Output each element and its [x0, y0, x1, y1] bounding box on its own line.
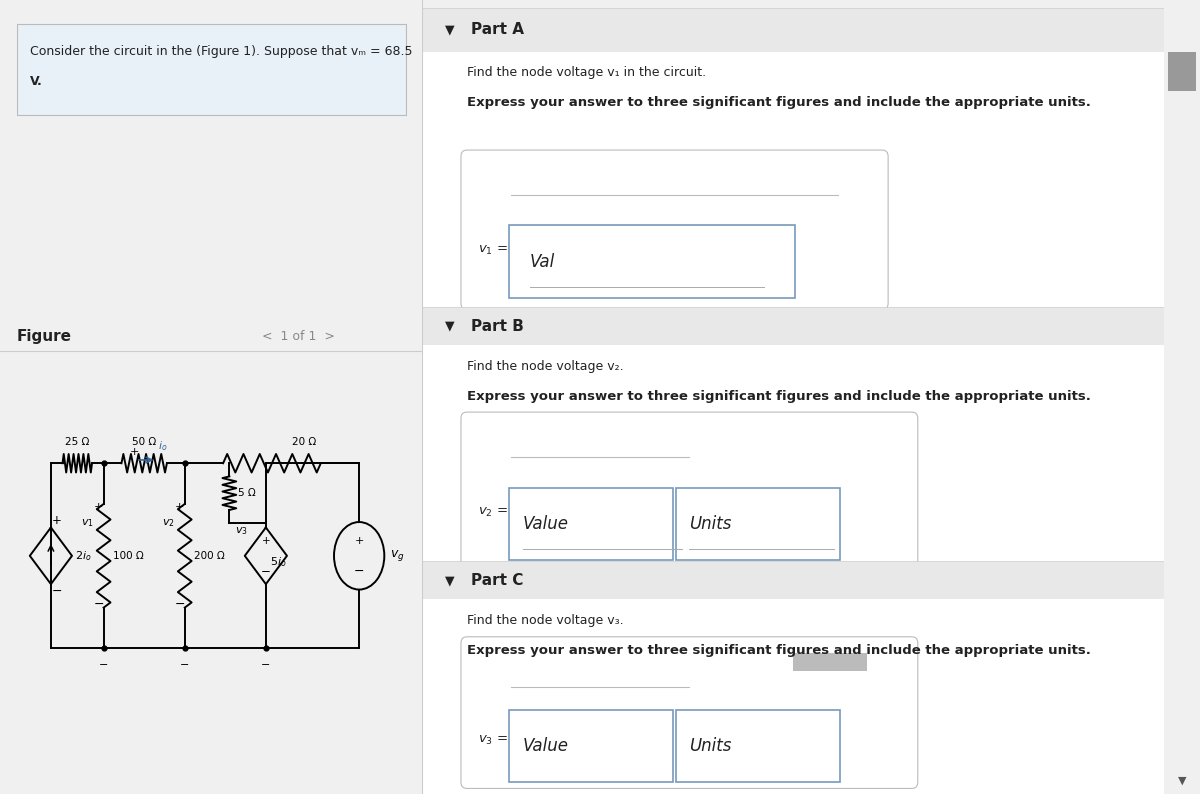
Text: 50 Ω: 50 Ω	[132, 437, 156, 447]
Text: $2i_o$: $2i_o$	[76, 549, 91, 563]
Text: 100 Ω: 100 Ω	[113, 551, 143, 561]
Bar	[422, 52, 1164, 318]
Text: −: −	[98, 661, 108, 670]
Text: Value: Value	[522, 738, 569, 755]
Text: 20 Ω: 20 Ω	[293, 437, 317, 447]
Text: ▼: ▼	[445, 23, 455, 37]
Text: Units: Units	[689, 738, 732, 755]
FancyBboxPatch shape	[509, 710, 673, 782]
Bar	[422, 307, 1164, 345]
Text: Part B: Part B	[470, 319, 523, 333]
Text: Express your answer to three significant figures and include the appropriate uni: Express your answer to three significant…	[467, 390, 1091, 403]
Text: $v_2$ =: $v_2$ =	[478, 506, 508, 518]
Text: Consider the circuit in the (Figure 1). Suppose that vₘ = 68.5: Consider the circuit in the (Figure 1). …	[30, 45, 412, 58]
Text: −: −	[52, 584, 62, 598]
Text: −: −	[260, 565, 271, 577]
Text: +: +	[354, 536, 364, 545]
Text: $v_1$ =: $v_1$ =	[478, 244, 508, 256]
FancyBboxPatch shape	[17, 24, 406, 115]
Text: +: +	[130, 447, 139, 457]
Text: Find the node voltage v₂.: Find the node voltage v₂.	[467, 360, 624, 372]
Text: ▼: ▼	[445, 574, 455, 587]
Text: $v_3$: $v_3$	[235, 526, 248, 538]
Text: $v_1$: $v_1$	[80, 517, 94, 529]
FancyBboxPatch shape	[461, 150, 888, 310]
Text: ▼: ▼	[1177, 776, 1187, 786]
Text: 5 Ω: 5 Ω	[239, 488, 256, 498]
Text: −: −	[262, 661, 270, 670]
Text: $v_g$: $v_g$	[390, 549, 404, 563]
Bar	[793, 653, 868, 671]
FancyBboxPatch shape	[676, 710, 840, 782]
Bar	[422, 561, 1164, 599]
FancyBboxPatch shape	[461, 412, 918, 572]
Text: Express your answer to three significant figures and include the appropriate uni: Express your answer to three significant…	[467, 96, 1091, 109]
Text: ▼: ▼	[445, 320, 455, 333]
Text: +: +	[94, 502, 103, 512]
Bar	[422, 345, 1164, 580]
Text: Find the node voltage v₁ in the circuit.: Find the node voltage v₁ in the circuit.	[467, 66, 706, 79]
FancyBboxPatch shape	[461, 637, 918, 788]
Bar	[422, 599, 1164, 794]
Text: V.: V.	[30, 75, 42, 88]
Text: 25 Ω: 25 Ω	[65, 437, 90, 447]
Bar	[1168, 52, 1196, 91]
Text: +: +	[52, 514, 62, 527]
Text: −: −	[354, 565, 365, 577]
FancyBboxPatch shape	[509, 488, 673, 560]
Text: −: −	[180, 661, 190, 670]
Text: Units: Units	[689, 515, 732, 533]
Text: $i_o$: $i_o$	[158, 440, 168, 453]
Bar	[422, 8, 1164, 52]
Text: 200 Ω: 200 Ω	[193, 551, 224, 561]
Text: Figure: Figure	[17, 330, 72, 344]
Text: <  1 of 1  >: < 1 of 1 >	[262, 330, 335, 343]
Text: −: −	[175, 599, 185, 611]
Text: −: −	[94, 599, 104, 611]
Text: Part A: Part A	[470, 22, 523, 37]
Text: Val: Val	[530, 253, 556, 271]
Text: $v_3$ =: $v_3$ =	[478, 734, 508, 746]
Text: $v_2$: $v_2$	[162, 517, 175, 529]
Text: Find the node voltage v₃.: Find the node voltage v₃.	[467, 614, 624, 626]
FancyBboxPatch shape	[676, 488, 840, 560]
Text: +: +	[262, 536, 270, 545]
Text: Express your answer to three significant figures and include the appropriate uni: Express your answer to three significant…	[467, 644, 1091, 657]
FancyBboxPatch shape	[509, 225, 796, 298]
Text: Part C: Part C	[470, 573, 523, 588]
Text: +: +	[175, 502, 185, 512]
Text: $5i_o$: $5i_o$	[270, 556, 287, 569]
Text: Value: Value	[522, 515, 569, 533]
